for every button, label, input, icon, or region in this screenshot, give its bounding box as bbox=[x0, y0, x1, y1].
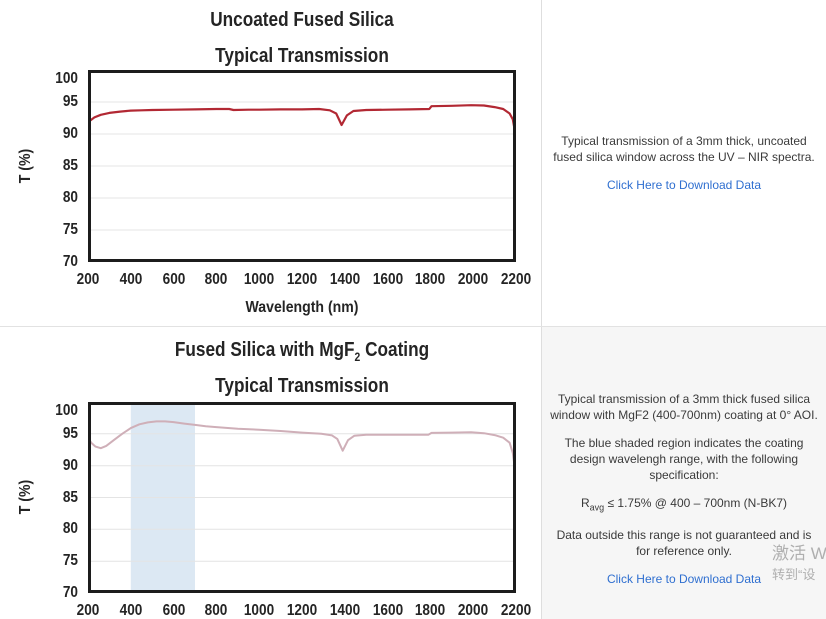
x-tick-label: 1200 bbox=[286, 271, 318, 288]
y-tick-label: 80 bbox=[62, 520, 78, 538]
watermark-line1: 激活 W bbox=[772, 544, 826, 563]
y-tick-label: 85 bbox=[62, 157, 78, 174]
x-tick-label: 1400 bbox=[329, 271, 360, 288]
horizontal-divider bbox=[0, 326, 826, 327]
x-tick-label: 2200 bbox=[500, 602, 532, 619]
mgf2-download-data-link[interactable]: Click Here to Download Data bbox=[606, 572, 762, 587]
y-tick-label: 70 bbox=[62, 253, 78, 270]
vertical-divider bbox=[541, 0, 542, 619]
x-tick-label: 400 bbox=[119, 271, 143, 288]
uncoated-download-data-link[interactable]: Click Here to Download Data bbox=[606, 178, 762, 192]
mgf2-x-tick-labels: 200 400 600 800 1000 1200 1400 1600 1800 2000 2200 bbox=[77, 602, 531, 619]
mgf2-description-text: Typical transmission of a 3mm thick fuse… bbox=[550, 392, 818, 422]
uncoated-chart-title-line2: Typical Transmission bbox=[215, 45, 389, 67]
y-tick-label: 70 bbox=[62, 584, 78, 601]
mgf2-chart-title-line1: Fused Silica with MgF2 Coating bbox=[174, 339, 430, 364]
uncoated-chart-title: Uncoated Fused Silica Typical Transmissi… bbox=[118, 6, 486, 71]
uncoated-transmission-plot bbox=[88, 70, 516, 262]
y-tick-label: 75 bbox=[62, 552, 78, 570]
mgf2-band-explanation-text: The blue shaded region indicates the coa… bbox=[564, 436, 804, 482]
uncoated-chart-title-line1: Uncoated Fused Silica bbox=[210, 9, 394, 31]
uncoated-y-tick-labels: 100 95 90 85 80 75 70 bbox=[32, 70, 78, 270]
y-tick-label: 90 bbox=[62, 125, 78, 142]
y-tick-label: 100 bbox=[55, 70, 78, 87]
x-tick-label: 1400 bbox=[329, 602, 360, 619]
x-tick-label: 600 bbox=[162, 602, 185, 619]
x-tick-label: 2200 bbox=[500, 271, 532, 288]
y-tick-label: 80 bbox=[62, 189, 78, 206]
mgf2-chart-title: Fused Silica with MgF2 Coating Typical T… bbox=[118, 336, 486, 401]
mgf2-disclaimer-text: Data outside this range is not guarantee… bbox=[556, 528, 812, 559]
y-tick-label: 90 bbox=[62, 456, 78, 474]
uncoated-description-panel: Typical transmission of a 3mm thick, unc… bbox=[542, 0, 826, 326]
x-tick-label: 1200 bbox=[286, 602, 318, 619]
uncoated-description-text: Typical transmission of a 3mm thick, unc… bbox=[553, 134, 815, 164]
y-tick-label: 100 bbox=[55, 402, 78, 419]
x-tick-label: 600 bbox=[162, 271, 185, 288]
uncoated-x-axis-label: Wavelength (nm) bbox=[245, 299, 359, 316]
windows-activation-watermark: 激活 W 转到“设 bbox=[772, 544, 826, 582]
y-tick-label: 95 bbox=[62, 93, 78, 110]
plot-border bbox=[88, 70, 516, 262]
x-tick-label: 2000 bbox=[458, 271, 489, 288]
x-tick-label: 800 bbox=[205, 602, 228, 619]
x-tick-label: 400 bbox=[119, 602, 143, 619]
x-tick-label: 1800 bbox=[415, 271, 446, 288]
x-tick-label: 1600 bbox=[372, 602, 403, 619]
x-tick-label: 800 bbox=[205, 271, 228, 288]
x-tick-label: 200 bbox=[76, 271, 100, 288]
watermark-line2: 转到“设 bbox=[772, 567, 816, 582]
plot-border bbox=[88, 402, 516, 593]
mgf2-chart-title-line2: Typical Transmission bbox=[215, 375, 389, 397]
x-tick-label: 1000 bbox=[244, 602, 275, 619]
y-tick-label: 75 bbox=[62, 221, 78, 238]
x-tick-label: 1000 bbox=[244, 271, 275, 288]
x-tick-label: 200 bbox=[76, 602, 100, 619]
mgf2-description-panel: Typical transmission of a 3mm thick fuse… bbox=[542, 327, 826, 619]
uncoated-x-tick-labels: 200 400 600 800 1000 1200 1400 1600 1800 2000 2200 bbox=[77, 271, 531, 291]
x-tick-label: 2000 bbox=[458, 602, 489, 619]
mgf2-y-tick-labels: 100 95 90 85 80 75 70 bbox=[32, 402, 78, 601]
mgf2-coating-spec: Ravg ≤ 1.75% @ 400 – 700nm (N-BK7) bbox=[580, 496, 788, 513]
y-tick-label: 85 bbox=[62, 488, 78, 506]
x-tick-label: 1800 bbox=[415, 602, 446, 619]
y-tick-label: 95 bbox=[62, 424, 78, 442]
transmission-curve bbox=[88, 104, 516, 139]
mgf2-transmission-plot bbox=[88, 402, 516, 593]
transmission-curve bbox=[88, 420, 516, 483]
x-tick-label: 1600 bbox=[372, 271, 403, 288]
